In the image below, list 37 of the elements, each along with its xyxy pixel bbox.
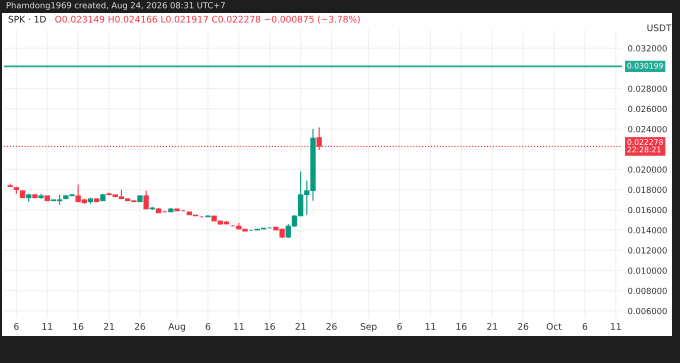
x-tick-label: 26 — [134, 323, 146, 330]
y-tick-label: 0.018000 — [628, 186, 667, 193]
x-tick-label: 6 — [397, 323, 402, 330]
candlestick — [143, 190, 149, 210]
y-tick-label: 0.016000 — [628, 206, 667, 214]
x-tick-label: 11 — [42, 323, 52, 330]
text: Phamdong1969 created, Aug 24, 2026 08:31 UTC+7 — [6, 2, 225, 10]
x-tick-label: 11 — [234, 323, 244, 330]
x-tick-label: 6 — [582, 323, 588, 330]
x-tick-label: 26 — [518, 323, 528, 330]
x-tick-label: 6 — [14, 323, 19, 330]
y-tick-label: 0.006000 — [628, 308, 667, 314]
y-tick-label: 0.014000 — [628, 227, 667, 234]
x-tick-label: Oct — [546, 323, 562, 330]
x-tick-label: 26 — [326, 323, 337, 330]
y-tick-label: 0.026000 — [628, 106, 667, 112]
x-tick-label: Sep — [360, 323, 377, 332]
x-tick-label: 11 — [611, 323, 621, 330]
x-tick-label: 21 — [104, 323, 114, 330]
y-tick-label: 0.012000 — [628, 247, 667, 254]
x-tick-label: 16 — [73, 323, 84, 330]
y-tick-label: 0.020000 — [628, 166, 667, 173]
y-tick-label: 0.008000 — [628, 288, 667, 294]
chart-subtitle: O0.023149 H0.024166 L0.021917 C0.022278 −0.000875 (−3.78%) — [55, 16, 360, 24]
x-tick-label: 21 — [296, 323, 306, 330]
x-tick-label: 6 — [206, 323, 210, 330]
x-tick-label: 16 — [264, 323, 275, 330]
x-tick-label: Aug — [168, 323, 186, 332]
x-tick-label: 16 — [456, 323, 466, 330]
y-tick-label: 0.028000 — [628, 86, 667, 92]
chart-title: SPK · 1D — [8, 16, 46, 23]
x-tick-label: 11 — [426, 323, 436, 330]
y-tick-label: 0.032000 — [628, 45, 667, 52]
y-axis-title: USDT — [647, 24, 672, 32]
y-tick-label: 0.024000 — [628, 126, 667, 132]
y-tick-label: 0.010000 — [628, 267, 667, 274]
x-tick-label: 21 — [487, 323, 498, 330]
